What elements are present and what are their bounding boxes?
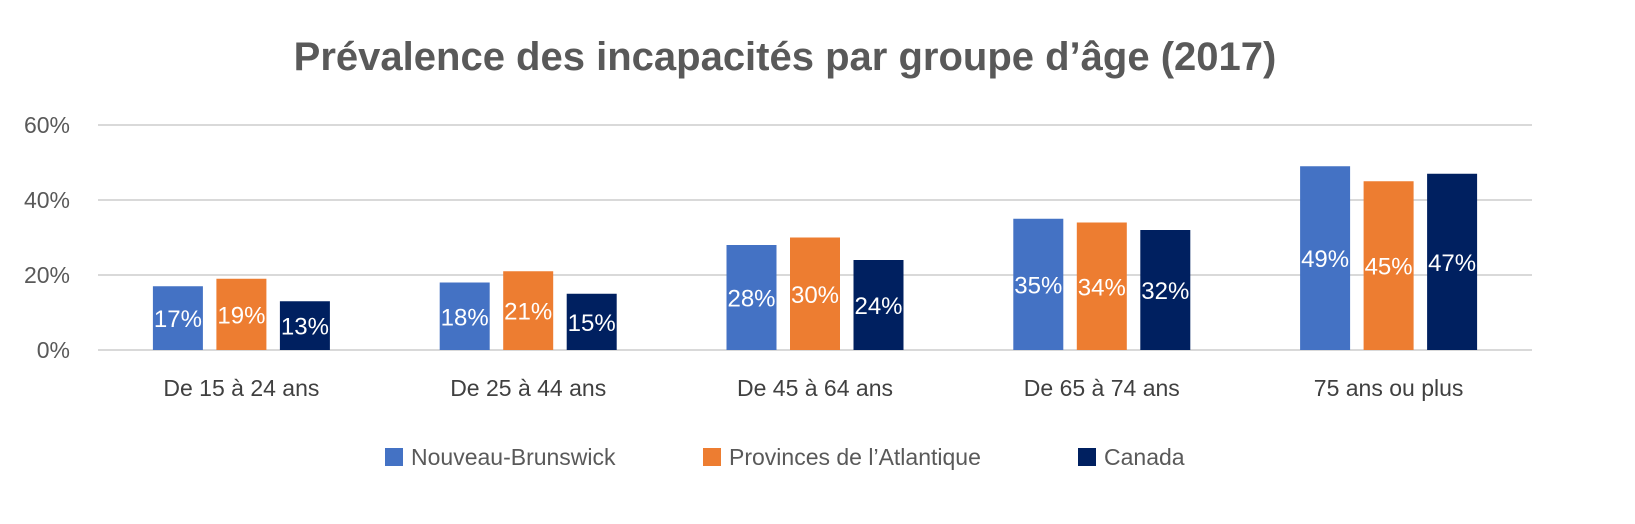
category-label: De 25 à 44 ans xyxy=(450,375,606,401)
x-axis: De 15 à 24 ans De 25 à 44 ans De 45 à 64 a… xyxy=(163,375,1463,401)
y-tick-label: 40% xyxy=(24,187,70,213)
data-label: 24% xyxy=(854,293,902,320)
legend-swatch xyxy=(385,448,403,466)
category-label: De 65 à 74 ans xyxy=(1024,375,1180,401)
y-tick-label: 20% xyxy=(24,262,70,288)
data-label: 47% xyxy=(1428,250,1476,277)
bar xyxy=(566,293,617,350)
bar xyxy=(1363,181,1414,350)
bar xyxy=(216,278,267,350)
category-label: De 15 à 24 ans xyxy=(163,375,319,401)
data-label: 32% xyxy=(1141,278,1189,305)
bar xyxy=(1013,218,1064,350)
data-label: 45% xyxy=(1365,254,1413,281)
chart-title: Prévalence des incapacités par groupe d’… xyxy=(294,35,1277,79)
legend: Nouveau-Brunswick Provinces de l’Atlantiq… xyxy=(385,444,1185,470)
data-label: 35% xyxy=(1014,272,1062,299)
data-label: 19% xyxy=(217,302,265,329)
bar xyxy=(1076,222,1127,350)
legend-label: Provinces de l’Atlantique xyxy=(729,444,981,470)
bar xyxy=(790,237,840,350)
bar xyxy=(439,282,490,350)
data-label: 18% xyxy=(441,304,489,331)
bar xyxy=(726,245,777,350)
y-tick-label: 0% xyxy=(37,337,70,363)
legend-label: Nouveau-Brunswick xyxy=(411,444,616,470)
bars: 17% 19% 13% 18% 21% 15% 28% 30% 24% 35% 34% 32% 49% 4… xyxy=(152,166,1478,350)
data-label: 30% xyxy=(791,282,839,309)
bar xyxy=(853,260,904,350)
y-tick-label: 60% xyxy=(24,112,70,138)
data-label: 15% xyxy=(568,310,616,337)
bar xyxy=(1427,173,1478,350)
bar xyxy=(279,301,330,350)
data-label: 28% xyxy=(727,286,775,313)
legend-swatch xyxy=(703,448,721,466)
legend-label: Canada xyxy=(1104,444,1185,470)
category-label: 75 ans ou plus xyxy=(1314,375,1464,401)
y-axis: 0% 20% 40% 60% xyxy=(24,112,70,363)
bar xyxy=(1300,166,1351,350)
data-label: 21% xyxy=(504,299,552,326)
data-label: 17% xyxy=(154,306,202,333)
data-label: 34% xyxy=(1078,274,1126,301)
category-label: De 45 à 64 ans xyxy=(737,375,893,401)
data-label: 49% xyxy=(1301,246,1349,273)
bar xyxy=(152,286,203,350)
bar xyxy=(503,271,554,350)
bar xyxy=(1140,230,1191,350)
data-label: 13% xyxy=(281,314,329,341)
legend-swatch xyxy=(1078,448,1096,466)
